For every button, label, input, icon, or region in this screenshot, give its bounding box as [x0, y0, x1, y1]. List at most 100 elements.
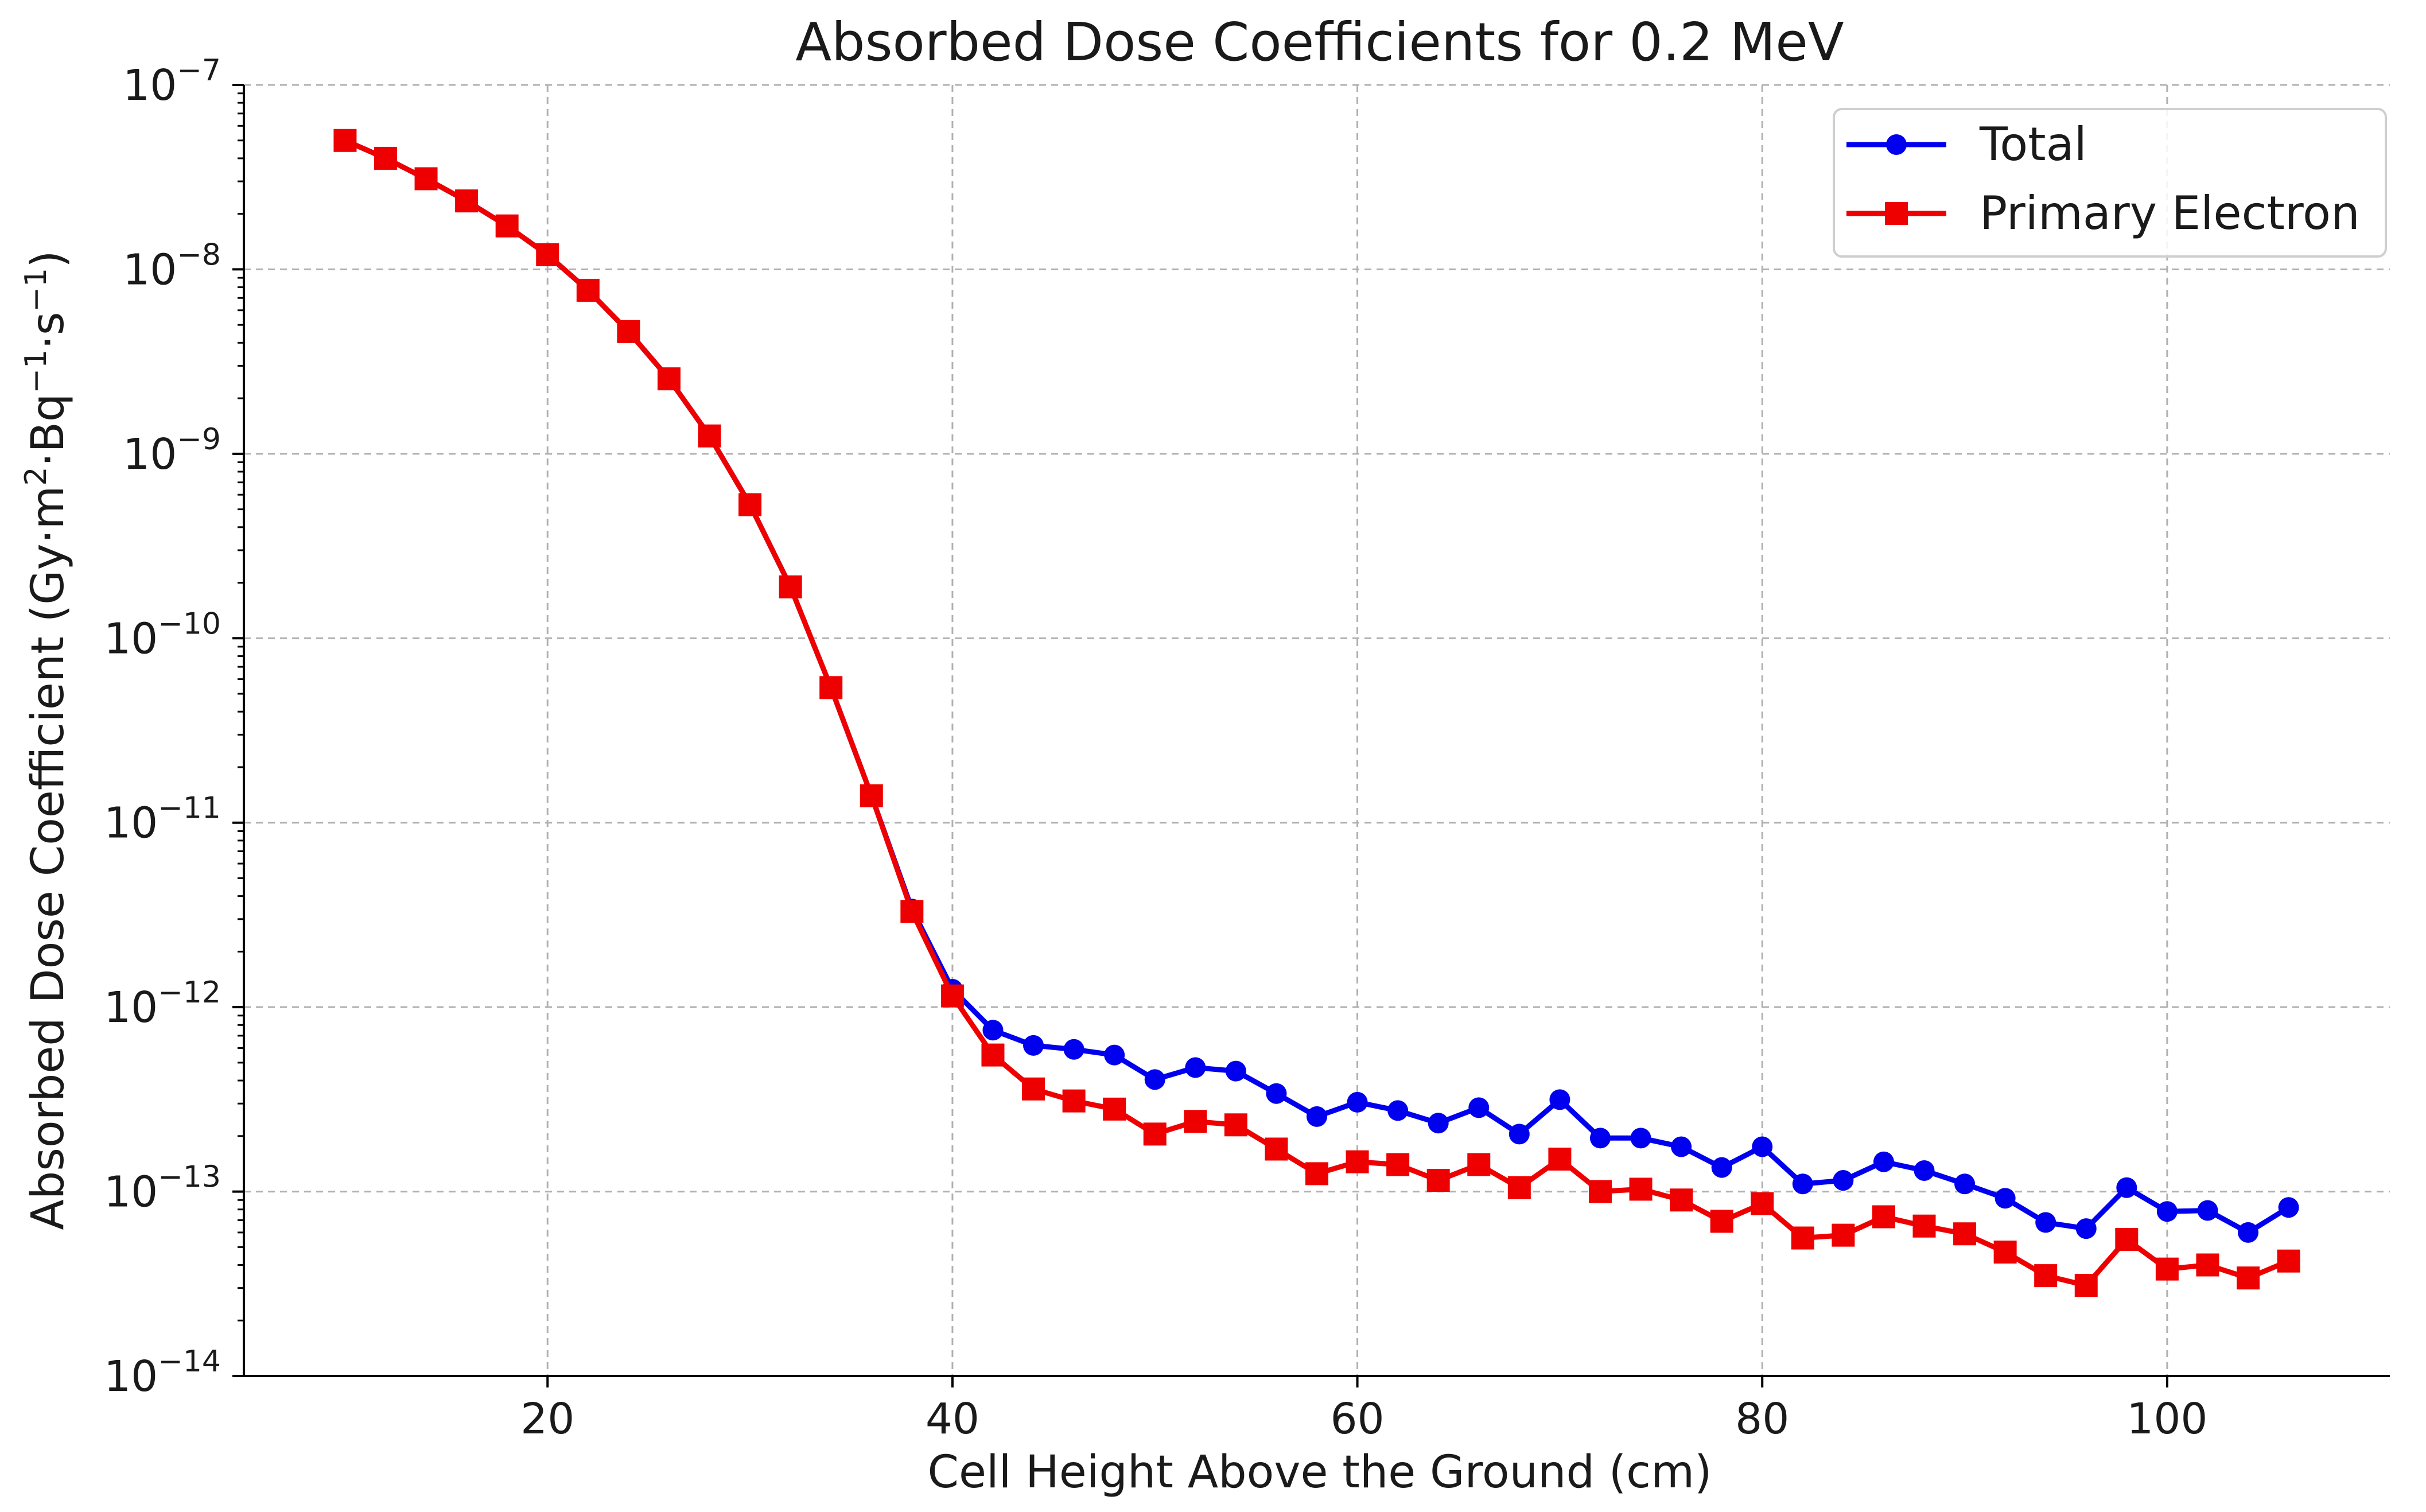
series-layer: [333, 129, 2300, 1297]
data-point-total: [2278, 1197, 2299, 1218]
y-tick-label-exponent: −9: [177, 422, 221, 457]
y-tick-label: 10−7: [123, 53, 221, 110]
legend: Total Primary Electron: [1833, 108, 2387, 258]
data-point-primary-electron: [981, 1043, 1005, 1067]
data-point-primary-electron: [1832, 1223, 1855, 1247]
data-point-primary-electron: [1386, 1153, 1410, 1176]
data-point-primary-electron: [1993, 1240, 2017, 1264]
y-tick-label-base: 10: [123, 430, 177, 479]
legend-label-total: Total: [1979, 118, 2087, 171]
legend-label-primary-electron: Primary Electron: [1980, 186, 2360, 240]
series-total: [335, 130, 2299, 1243]
data-point-primary-electron: [333, 129, 357, 152]
data-point-total: [1752, 1136, 1773, 1157]
data-point-total: [2075, 1218, 2097, 1239]
y-tick-label-exponent: −10: [158, 607, 221, 641]
data-point-total: [1509, 1124, 1530, 1145]
data-point-primary-electron: [576, 278, 600, 302]
data-point-primary-electron: [1346, 1150, 1369, 1173]
y-tick-label-exponent: −11: [158, 791, 221, 826]
data-point-total: [1225, 1060, 1246, 1082]
data-point-total: [1711, 1157, 1732, 1178]
data-point-total: [1063, 1039, 1084, 1060]
data-point-primary-electron: [1143, 1122, 1167, 1146]
data-point-total: [1347, 1091, 1368, 1113]
data-point-total: [1833, 1170, 1854, 1191]
data-point-total: [1873, 1151, 1894, 1172]
axes: [243, 85, 2390, 1377]
data-point-primary-electron: [414, 167, 438, 191]
y-tick-label-base: 10: [104, 983, 158, 1032]
data-point-primary-electron: [1791, 1226, 1814, 1250]
data-point-total: [1428, 1113, 1449, 1134]
y-tick-label: 10−9: [123, 422, 221, 479]
data-point-primary-electron: [1022, 1077, 1045, 1101]
legend-marker-primary-electron: [1885, 202, 1908, 225]
y-tick-label: 10−13: [104, 1160, 221, 1217]
data-point-total: [1023, 1035, 1044, 1056]
data-point-primary-electron: [1062, 1089, 1086, 1113]
data-point-total: [1792, 1173, 1813, 1195]
y-tick-label-exponent: −8: [177, 238, 221, 272]
chart-title: Absorbed Dose Coefficients for 0.2 MeV: [795, 11, 1844, 73]
ticks: 20 40 60 80 10010−710−810−910−1010−1110−1210…: [104, 53, 2207, 1444]
data-point-primary-electron: [1224, 1113, 1247, 1137]
data-point-total: [1914, 1160, 1935, 1181]
y-tick-label: 10−11: [104, 791, 221, 848]
y-tick-label-base: 10: [123, 245, 177, 294]
y-axis-title-sup1: 2: [19, 467, 53, 485]
y-axis-title-sup2: −1: [19, 349, 53, 394]
data-point-primary-electron: [1953, 1222, 1977, 1246]
data-point-primary-electron: [819, 676, 843, 699]
y-tick-label-base: 10: [123, 61, 177, 110]
data-point-primary-electron: [2115, 1228, 2139, 1251]
data-point-total: [1549, 1089, 1570, 1110]
data-point-total: [1468, 1097, 1490, 1118]
data-point-primary-electron: [738, 493, 762, 516]
data-point-total: [1589, 1128, 1611, 1149]
data-point-primary-electron: [1872, 1205, 1895, 1229]
data-point-primary-electron: [1103, 1097, 1126, 1121]
data-point-total: [1630, 1128, 1651, 1149]
legend-frame: [1833, 108, 2387, 258]
x-tick-label: 40: [926, 1394, 979, 1444]
data-point-primary-electron: [617, 320, 640, 343]
data-point-total: [2116, 1177, 2137, 1198]
data-point-primary-electron: [2196, 1253, 2219, 1277]
y-tick-label: 10−14: [104, 1344, 221, 1401]
x-tick-label: 60: [1330, 1394, 1384, 1444]
x-axis-title: Cell Height Above the Ground (cm): [928, 1447, 1712, 1498]
y-tick-label: 10−12: [104, 975, 221, 1032]
data-point-primary-electron: [2155, 1257, 2179, 1281]
y-tick-label-base: 10: [104, 614, 158, 663]
y-tick-label: 10−8: [123, 238, 221, 294]
data-point-primary-electron: [1710, 1210, 1733, 1233]
y-axis-title-sup3: −1: [19, 268, 53, 312]
data-point-primary-electron: [779, 575, 802, 598]
data-point-primary-electron: [536, 243, 559, 266]
data-point-primary-electron: [1751, 1192, 1774, 1215]
data-point-primary-electron: [698, 424, 721, 448]
data-point-total: [1387, 1100, 1409, 1121]
y-axis-title-base: Absorbed Dose Coefficient (Gy·m: [22, 486, 74, 1230]
data-point-primary-electron: [1305, 1162, 1328, 1185]
data-point-total: [1104, 1044, 1125, 1066]
data-point-primary-electron: [1548, 1147, 1572, 1171]
data-point-primary-electron: [1670, 1188, 1693, 1212]
x-tick-label: 100: [2126, 1394, 2207, 1444]
y-axis-title-mid1: ·Bq: [22, 394, 74, 467]
y-tick-label: 10−10: [104, 607, 221, 663]
data-point-primary-electron: [455, 189, 479, 213]
y-tick-label-exponent: −12: [158, 975, 221, 1010]
y-tick-label-exponent: −7: [177, 53, 221, 88]
y-tick-label-base: 10: [104, 1168, 158, 1217]
data-point-total: [1144, 1069, 1165, 1090]
data-point-primary-electron: [1912, 1214, 1936, 1238]
y-axis-title: Absorbed Dose Coefficient (Gy·m2·Bq−1·s−…: [19, 250, 74, 1230]
data-point-total: [2035, 1212, 2056, 1233]
y-tick-label-base: 10: [104, 1352, 158, 1401]
data-point-total: [1185, 1057, 1206, 1078]
data-point-primary-electron: [940, 984, 964, 1008]
data-point-primary-electron: [1184, 1110, 1207, 1133]
